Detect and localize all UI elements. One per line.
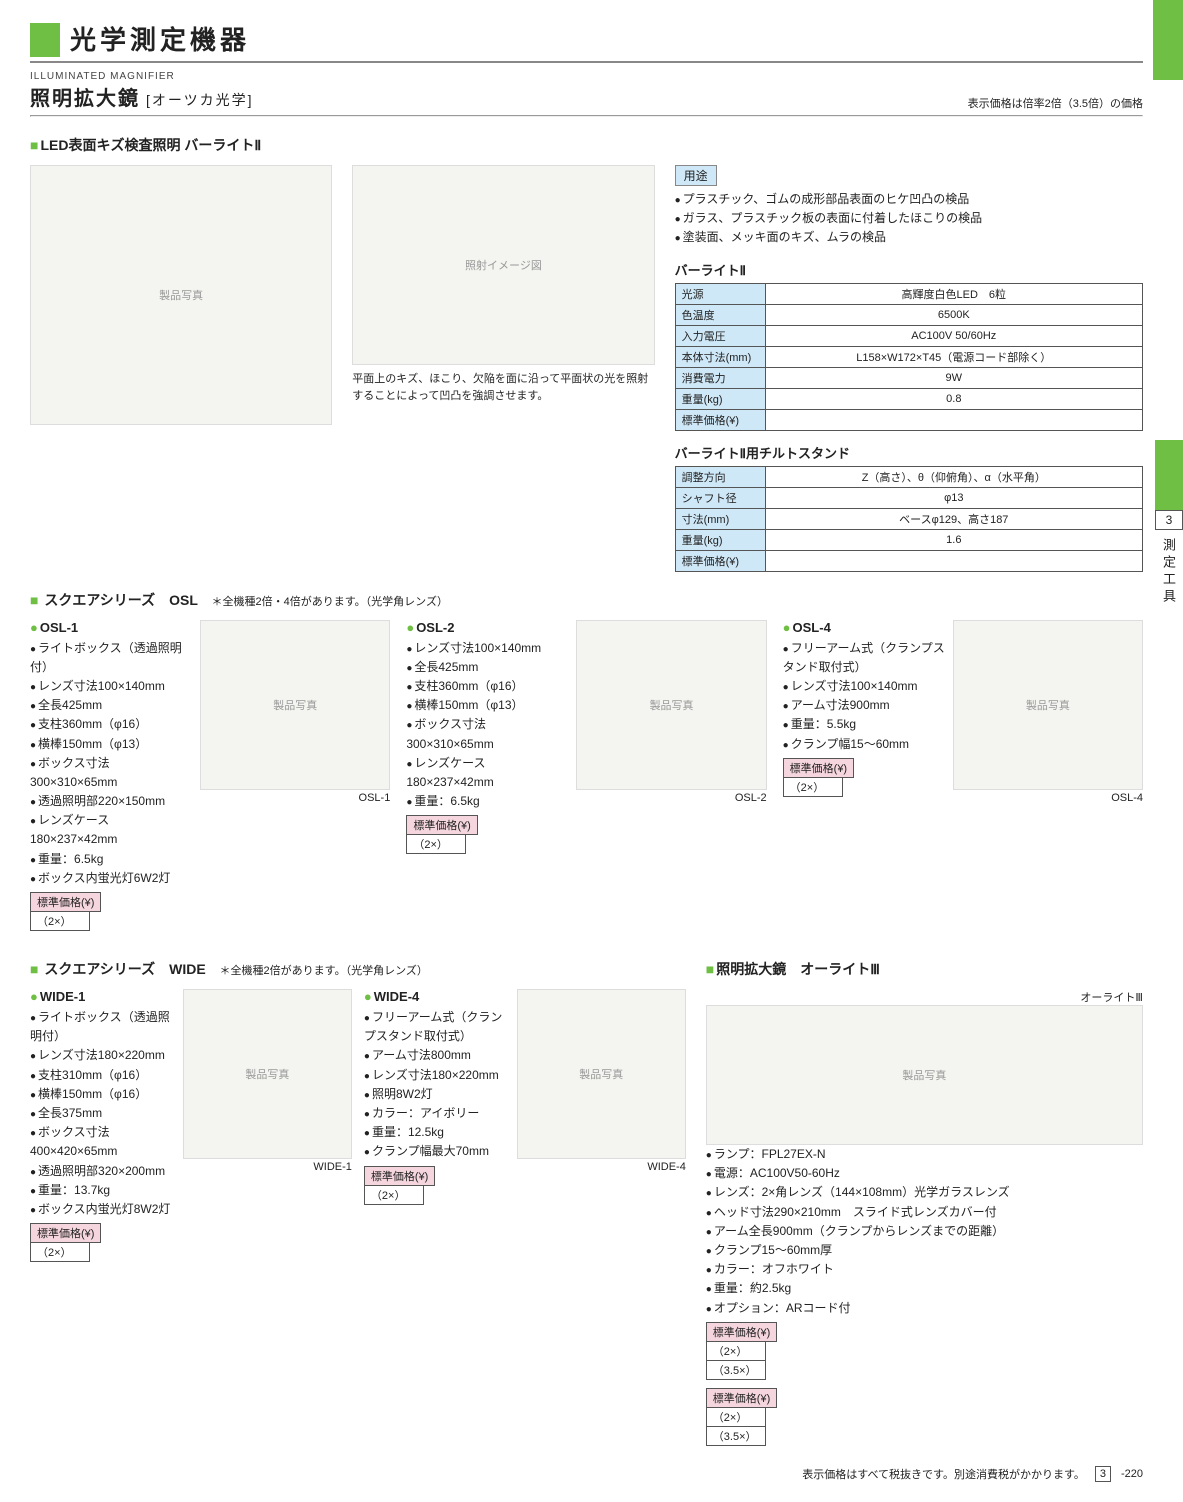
title-accent [30,23,60,57]
subtitle-en: ILLUMINATED MAGNIFIER [30,71,1143,82]
use-label: 用途 [675,165,717,186]
page-title: 光学測定機器 [70,20,250,57]
section-osl-title: スクエアシリーズ OSL ＊全機種2倍・4倍があります。（光学角レンズ） [30,590,1143,610]
subtitle-brand: [オーツカ光学] [146,90,254,110]
olight-price-2: 標準価格(¥) （2×） （3.5×） [706,1388,1143,1446]
footer-section: 3 [1095,1466,1111,1482]
top-accent-strip [1153,0,1183,80]
barlight-photo: 製品写真 [30,165,332,425]
section-wide-title: スクエアシリーズ WIDE ＊全機種2倍があります。（光学角レンズ） [30,959,686,979]
spec2-title: バーライトⅡ用チルトスタンド [675,443,1143,462]
spec-table-1: 光源高輝度白色LED 6粒色温度6500K入力電圧AC100V 50/60Hz本… [675,283,1143,431]
spec-table-2: 調整方向Z（高さ）、θ（仰俯角）、α（水平角）シャフト径φ13寸法(mm)ベース… [675,466,1143,572]
olight-photo: 製品写真 [706,1005,1143,1145]
side-tab-label: 測定工具 [1155,530,1182,614]
header-right-note: 表示価格は倍率2倍（3.5倍）の価格 [968,95,1143,111]
barlight-diagram: 照射イメージ図 [352,165,654,365]
page-title-bar: 光学測定機器 [30,20,1143,63]
section-barlight-title: LED表面キズ検査照明 バーライトⅡ [30,135,1143,155]
subtitle-jp: 照明拡大鏡 [30,82,140,111]
olight-price-1: 標準価格(¥) （2×） （3.5×） [706,1322,1143,1380]
side-tab-number: 3 [1155,510,1183,530]
side-tab: 3 測定工具 [1155,440,1183,614]
spec1-title: バーライトⅡ [675,260,1143,279]
section-olight-title: 照明拡大鏡 オーライトⅢ [706,959,1143,979]
footer-page: -220 [1121,1468,1143,1480]
barlight-caption: 平面上のキズ、ほこり、欠陥を面に沿って平面状の光を照射することによって凹凸を強調… [352,371,654,404]
olight-img-label: オーライトⅢ [706,989,1143,1005]
barlight-uses: プラスチック、ゴムの成形部品表面のヒケ凹凸の検品ガラス、プラスチック板の表面に付… [675,190,1143,248]
olight-specs: ランプ：FPL27EX-N電源：AC100V50-60Hzレンズ：2×角レンズ（… [706,1145,1143,1318]
footer-note: 表示価格はすべて税抜きです。別途消費税がかかります。 [802,1466,1085,1482]
footer: 表示価格はすべて税抜きです。別途消費税がかかります。 3 -220 [30,1466,1143,1482]
subtitle-row: 照明拡大鏡 [オーツカ光学] [30,82,254,111]
osl-grid: OSL-1ライトボックス（透過照明付）レンズ寸法100×140mm全長425mm… [30,620,1143,931]
